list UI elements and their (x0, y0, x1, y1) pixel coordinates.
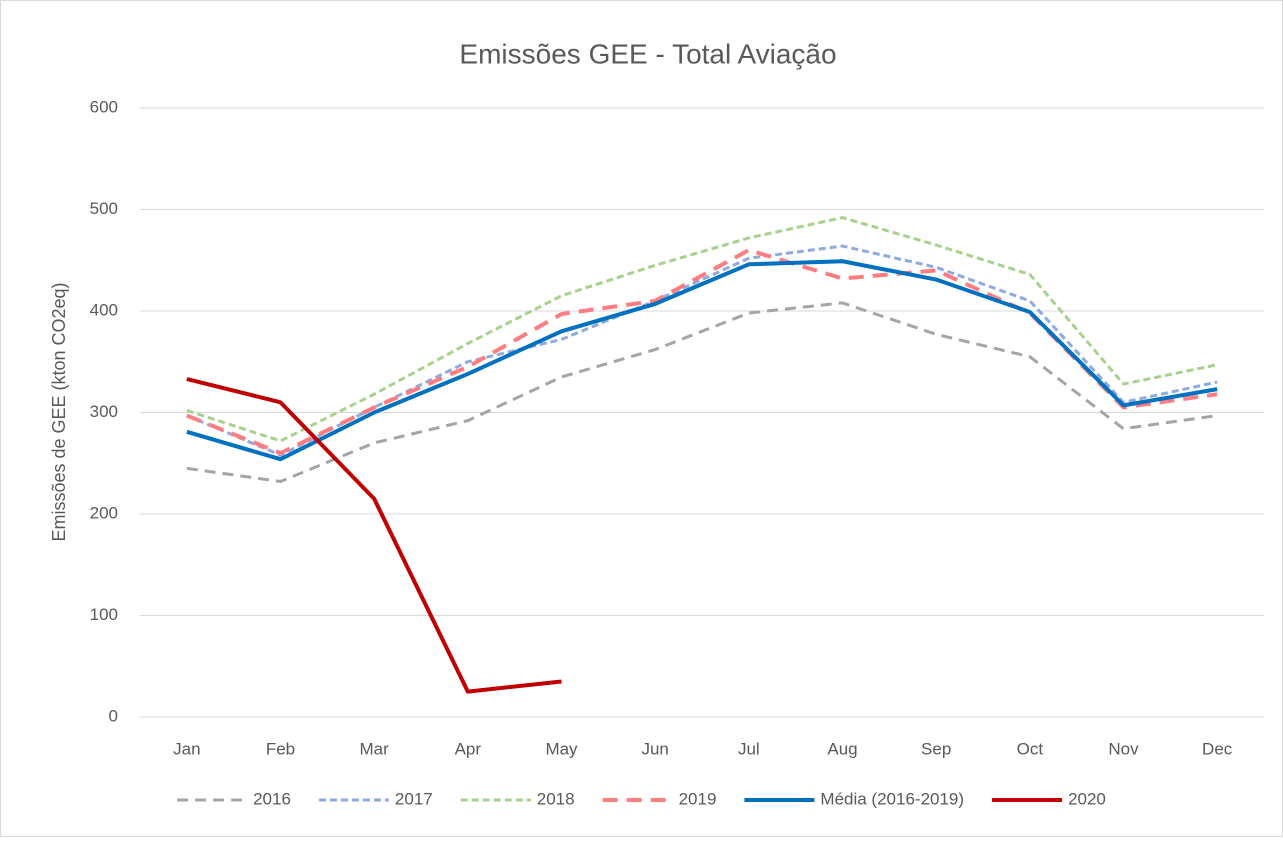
y-tick-label: 300 (90, 402, 118, 421)
legend-label: Média (2016-2019) (820, 789, 964, 808)
legend-label: 2017 (395, 789, 433, 808)
y-tick-label: 200 (90, 503, 118, 522)
series-line (186, 244, 1218, 457)
x-tick-label: Jun (641, 739, 668, 758)
x-tick-label: Aug (827, 739, 857, 758)
x-tick-label: Mar (360, 739, 390, 758)
chart-title: Emissões GEE - Total Aviação (459, 38, 836, 69)
legend-label: 2018 (537, 789, 575, 808)
x-tick-label: Oct (1017, 739, 1044, 758)
series-line (186, 377, 562, 694)
series-line (186, 216, 1218, 443)
x-tick-label: Jan (173, 739, 200, 758)
y-tick-label: 0 (109, 706, 118, 725)
x-tick-label: Jul (738, 739, 760, 758)
x-tick-label: Sep (921, 739, 951, 758)
x-tick-label: Apr (455, 739, 482, 758)
y-tick-label: 100 (90, 605, 118, 624)
legend-label: 2016 (253, 789, 291, 808)
y-axis-label: Emissões de GEE (kton CO2eq) (49, 282, 69, 541)
y-tick-label: 600 (90, 97, 118, 116)
series-line (186, 301, 1218, 484)
legend-label: 2019 (679, 789, 717, 808)
x-tick-label: Dec (1202, 739, 1233, 758)
legend-label: 2020 (1068, 789, 1106, 808)
x-tick-label: Nov (1108, 739, 1139, 758)
x-tick-label: Feb (266, 739, 295, 758)
y-tick-label: 500 (90, 199, 118, 218)
y-tick-label: 400 (90, 300, 118, 319)
series-line (186, 248, 1218, 456)
x-tick-label: May (545, 739, 578, 758)
series-line (186, 259, 1218, 462)
